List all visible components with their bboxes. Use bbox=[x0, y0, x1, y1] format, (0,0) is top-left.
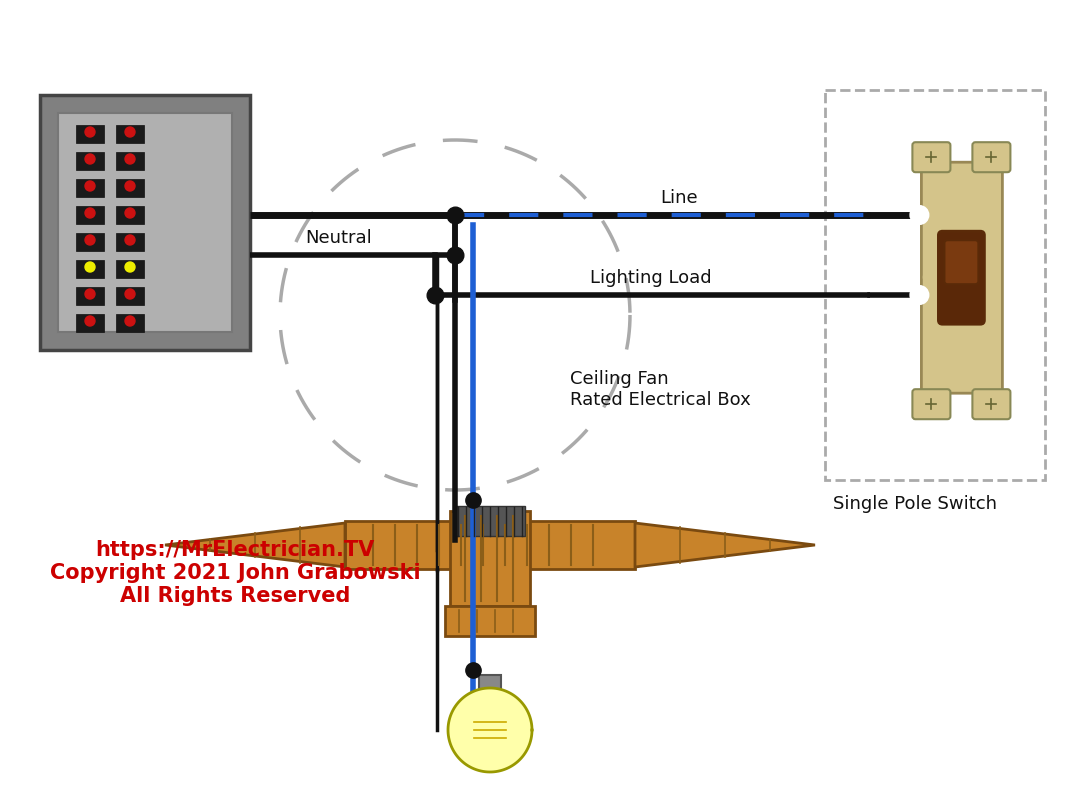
FancyBboxPatch shape bbox=[76, 233, 104, 251]
Circle shape bbox=[125, 235, 135, 245]
Circle shape bbox=[125, 289, 135, 299]
FancyBboxPatch shape bbox=[76, 314, 104, 332]
Circle shape bbox=[983, 148, 1001, 166]
FancyBboxPatch shape bbox=[58, 113, 232, 332]
Circle shape bbox=[85, 208, 95, 218]
FancyBboxPatch shape bbox=[445, 606, 535, 636]
Text: Ceiling Fan
Rated Electrical Box: Ceiling Fan Rated Electrical Box bbox=[570, 370, 751, 409]
Circle shape bbox=[125, 154, 135, 164]
Circle shape bbox=[125, 181, 135, 191]
Circle shape bbox=[125, 262, 135, 272]
FancyBboxPatch shape bbox=[76, 206, 104, 224]
Text: Single Pole Switch: Single Pole Switch bbox=[833, 495, 998, 513]
FancyBboxPatch shape bbox=[116, 152, 144, 170]
Circle shape bbox=[923, 395, 941, 413]
Text: Lighting Load: Lighting Load bbox=[590, 269, 711, 287]
Circle shape bbox=[923, 148, 941, 166]
FancyBboxPatch shape bbox=[116, 206, 144, 224]
FancyBboxPatch shape bbox=[455, 506, 525, 536]
FancyBboxPatch shape bbox=[116, 260, 144, 278]
FancyBboxPatch shape bbox=[922, 162, 1003, 393]
FancyBboxPatch shape bbox=[76, 125, 104, 143]
FancyBboxPatch shape bbox=[116, 179, 144, 197]
Text: Line: Line bbox=[660, 189, 697, 207]
FancyBboxPatch shape bbox=[972, 389, 1010, 419]
Polygon shape bbox=[164, 523, 345, 567]
FancyBboxPatch shape bbox=[912, 143, 951, 172]
FancyBboxPatch shape bbox=[76, 152, 104, 170]
FancyBboxPatch shape bbox=[345, 521, 635, 569]
Circle shape bbox=[983, 395, 1001, 413]
Circle shape bbox=[85, 181, 95, 191]
FancyBboxPatch shape bbox=[972, 143, 1010, 172]
Circle shape bbox=[924, 272, 936, 284]
FancyBboxPatch shape bbox=[116, 125, 144, 143]
FancyBboxPatch shape bbox=[939, 231, 985, 324]
FancyBboxPatch shape bbox=[76, 287, 104, 305]
Polygon shape bbox=[635, 523, 815, 567]
FancyBboxPatch shape bbox=[76, 260, 104, 278]
Circle shape bbox=[85, 289, 95, 299]
Circle shape bbox=[85, 127, 95, 137]
Circle shape bbox=[910, 206, 928, 224]
FancyBboxPatch shape bbox=[944, 240, 978, 284]
FancyBboxPatch shape bbox=[450, 511, 530, 606]
FancyBboxPatch shape bbox=[116, 233, 144, 251]
FancyBboxPatch shape bbox=[40, 95, 250, 350]
Circle shape bbox=[85, 316, 95, 326]
Polygon shape bbox=[447, 688, 532, 772]
Text: https://MrElectrician.TV
Copyright 2021 John Grabowski
All Rights Reserved: https://MrElectrician.TV Copyright 2021 … bbox=[50, 540, 421, 606]
FancyBboxPatch shape bbox=[76, 179, 104, 197]
Circle shape bbox=[85, 262, 95, 272]
Circle shape bbox=[85, 235, 95, 245]
FancyBboxPatch shape bbox=[116, 287, 144, 305]
FancyBboxPatch shape bbox=[912, 389, 951, 419]
Circle shape bbox=[910, 286, 928, 304]
Circle shape bbox=[125, 316, 135, 326]
FancyBboxPatch shape bbox=[116, 314, 144, 332]
Circle shape bbox=[125, 127, 135, 137]
Circle shape bbox=[125, 208, 135, 218]
FancyBboxPatch shape bbox=[480, 675, 501, 693]
Circle shape bbox=[85, 154, 95, 164]
Text: Neutral: Neutral bbox=[305, 229, 372, 247]
